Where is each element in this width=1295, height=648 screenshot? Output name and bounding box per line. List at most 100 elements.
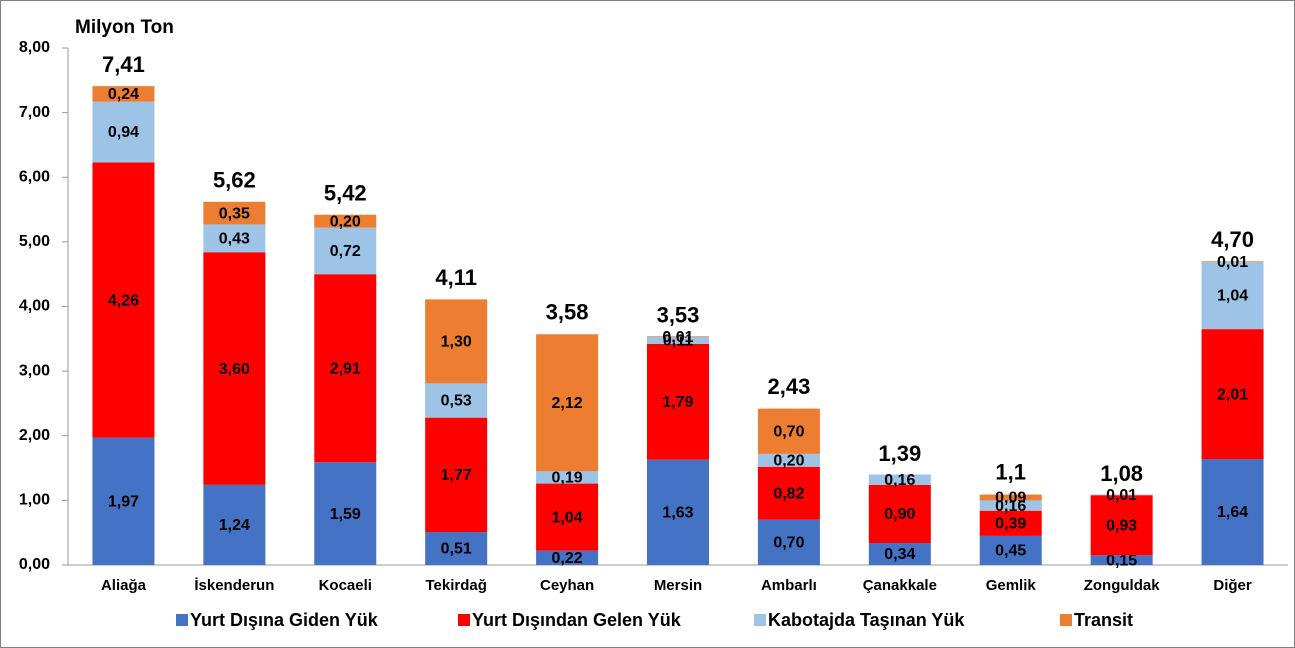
bar-segment	[536, 483, 599, 551]
legend-label: Yurt Dışından Gelen Yük	[472, 610, 682, 630]
bar-segment	[425, 299, 488, 384]
bar-segment	[92, 162, 155, 438]
data-label: 1,04	[552, 509, 583, 526]
data-label: 0,35	[219, 205, 250, 222]
bar-segment	[425, 532, 488, 565]
total-label: 7,41	[102, 52, 145, 77]
data-label: 0,93	[1106, 517, 1137, 534]
bar-segment	[314, 227, 377, 275]
total-label: 4,70	[1211, 227, 1254, 252]
legend-label: Transit	[1074, 610, 1133, 630]
x-tick-label: Aliağa	[101, 577, 147, 594]
total-label: 3,58	[546, 299, 589, 324]
total-label: 1,08	[1100, 461, 1143, 486]
bar-segment	[647, 336, 709, 337]
data-label: 0,34	[884, 546, 915, 563]
bar-segment	[1090, 495, 1153, 556]
x-tick-label: Çanakkale	[863, 577, 937, 594]
data-label: 1,59	[330, 506, 361, 523]
data-label: 4,26	[108, 292, 139, 309]
data-label: 0,20	[773, 453, 804, 470]
bar-segment	[868, 474, 931, 485]
y-tick-label: 5,00	[19, 233, 50, 250]
data-label: 0,22	[552, 550, 583, 567]
bar-segment	[647, 459, 709, 565]
data-label: 0,15	[1106, 552, 1137, 569]
data-label: 0,01	[1217, 254, 1248, 271]
y-tick-label: 2,00	[19, 427, 50, 444]
y-tick-label: 1,00	[19, 492, 50, 509]
data-label: 0,72	[330, 243, 361, 260]
bar-segment	[314, 274, 377, 463]
bar-segment	[979, 510, 1042, 536]
bar-segment	[92, 86, 155, 102]
y-axis-label: Milyon Ton	[75, 17, 174, 38]
data-label: 1,24	[219, 517, 250, 534]
bar-segment	[1201, 459, 1264, 565]
data-label: 2,01	[1217, 386, 1248, 403]
total-label: 1,39	[878, 441, 921, 466]
bar-segment	[536, 550, 599, 565]
bar-segment	[757, 408, 820, 454]
data-label: 0,24	[108, 86, 139, 103]
data-label: 0,01	[662, 329, 693, 346]
x-tick-label: Ceyhan	[540, 577, 594, 594]
x-tick-label: Diğer	[1213, 577, 1252, 594]
bar-segment	[757, 519, 820, 565]
total-label: 3,53	[657, 303, 700, 328]
y-tick-label: 0,00	[19, 556, 50, 573]
data-label: 1,30	[441, 334, 472, 351]
bar-segment	[647, 343, 709, 460]
x-tick-label: Gemlik	[986, 577, 1037, 594]
bar-segment	[92, 101, 155, 163]
bar-segment	[536, 334, 599, 472]
data-label: 0,70	[773, 423, 804, 440]
data-label: 2,12	[552, 395, 583, 412]
legend-swatch	[176, 614, 188, 626]
x-tick-label: Zonguldak	[1084, 577, 1160, 594]
bar-segment	[868, 543, 931, 565]
bar-segment	[757, 453, 820, 467]
legend-label: Yurt Dışına Giden Yük	[190, 610, 379, 630]
data-label: 1,79	[662, 394, 693, 411]
data-label: 0,90	[884, 506, 915, 523]
total-label: 5,62	[213, 168, 256, 193]
y-tick-label: 8,00	[19, 39, 50, 56]
data-label: 0,45	[995, 543, 1026, 560]
y-tick-label: 6,00	[19, 168, 50, 185]
data-label: 3,60	[219, 361, 250, 378]
bar-segment	[203, 224, 266, 253]
bar-segment	[1201, 261, 1264, 330]
bar-segment	[425, 417, 488, 533]
data-label: 1,64	[1217, 504, 1248, 521]
data-label: 1,04	[1217, 288, 1248, 305]
data-label: 0,53	[441, 393, 472, 410]
x-tick-label: Mersin	[654, 577, 702, 594]
y-tick-label: 3,00	[19, 362, 50, 379]
data-label: 0,51	[441, 541, 472, 558]
bar-segment	[1201, 329, 1264, 460]
y-tick-label: 7,00	[19, 104, 50, 121]
bar-segment	[314, 214, 377, 228]
data-label: 0,94	[108, 124, 139, 141]
bar-segment	[536, 471, 599, 484]
data-label: 0,20	[330, 213, 361, 230]
legend-swatch	[754, 614, 766, 626]
bar-segment	[1201, 261, 1264, 262]
data-label: 0,11	[663, 333, 693, 350]
data-label: 0,09	[995, 490, 1026, 507]
total-label: 5,42	[324, 181, 367, 206]
data-label: 0,01	[1106, 487, 1137, 504]
total-label: 2,43	[767, 374, 810, 399]
data-label: 0,82	[773, 485, 804, 502]
data-label: 2,91	[330, 360, 361, 377]
data-label: 0,39	[995, 516, 1026, 533]
total-label: 1,1	[995, 460, 1026, 485]
bar-segment	[979, 535, 1042, 565]
bar-segment	[647, 336, 709, 344]
data-label: 1,77	[441, 467, 472, 484]
x-tick-label: Kocaeli	[319, 577, 372, 594]
data-label: 1,97	[108, 494, 139, 511]
total-label: 4,11	[435, 265, 477, 290]
bar-segment	[979, 500, 1042, 511]
